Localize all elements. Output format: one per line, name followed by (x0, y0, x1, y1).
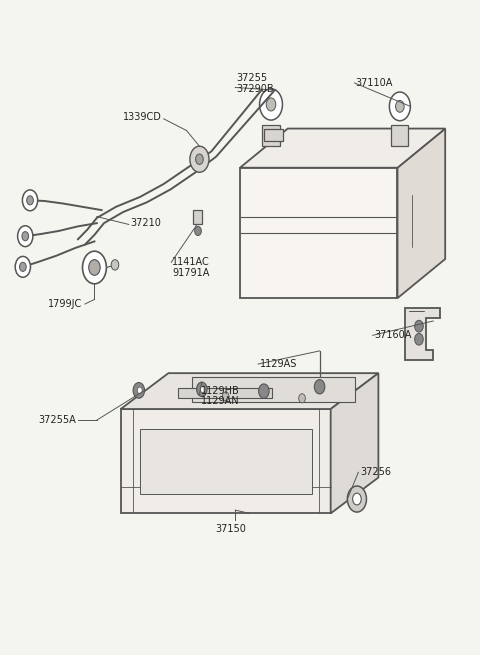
Circle shape (133, 383, 144, 398)
Text: 1339CD: 1339CD (123, 113, 162, 122)
Text: 1129HB: 1129HB (201, 386, 240, 396)
Circle shape (348, 486, 366, 512)
Text: 91791A: 91791A (172, 269, 210, 278)
Polygon shape (240, 128, 445, 168)
Text: 1129AS: 1129AS (260, 359, 298, 369)
Bar (263, 124, 280, 145)
Circle shape (18, 226, 33, 247)
Text: 1799JC: 1799JC (48, 299, 83, 309)
Circle shape (266, 98, 276, 111)
Circle shape (89, 259, 100, 275)
Polygon shape (240, 168, 397, 298)
Circle shape (259, 384, 269, 398)
Text: 37255: 37255 (236, 73, 267, 83)
Circle shape (83, 251, 107, 284)
Circle shape (353, 493, 361, 505)
Circle shape (415, 333, 423, 345)
Bar (192, 377, 355, 402)
Text: 37150: 37150 (215, 525, 246, 534)
Circle shape (222, 392, 229, 401)
Text: 37256: 37256 (360, 467, 391, 477)
Circle shape (197, 382, 207, 396)
Polygon shape (331, 373, 378, 514)
Polygon shape (397, 128, 445, 298)
Circle shape (314, 380, 325, 394)
Text: 1129AN: 1129AN (201, 396, 240, 406)
Bar (193, 210, 202, 225)
Circle shape (415, 320, 423, 332)
Circle shape (20, 262, 26, 271)
Circle shape (23, 190, 37, 211)
Circle shape (396, 100, 404, 112)
Text: 37210: 37210 (130, 218, 161, 228)
Bar (264, 129, 283, 141)
Circle shape (137, 387, 142, 394)
Polygon shape (405, 308, 441, 360)
Circle shape (299, 394, 305, 403)
Circle shape (111, 259, 119, 270)
Circle shape (22, 232, 29, 241)
Text: 37110A: 37110A (356, 78, 393, 88)
Text: 37290B: 37290B (236, 84, 274, 94)
Circle shape (196, 154, 203, 164)
Circle shape (15, 256, 31, 277)
Circle shape (190, 146, 209, 172)
Bar (178, 388, 273, 398)
Circle shape (195, 227, 201, 236)
Bar (140, 428, 312, 494)
Polygon shape (120, 409, 331, 514)
Circle shape (200, 386, 205, 392)
Bar (391, 124, 408, 145)
Circle shape (27, 196, 34, 205)
Text: 37255A: 37255A (38, 415, 76, 425)
Circle shape (260, 89, 282, 120)
Text: 1141AC: 1141AC (172, 257, 210, 267)
Circle shape (389, 92, 410, 121)
Text: 37160A: 37160A (374, 330, 412, 341)
Polygon shape (120, 373, 378, 409)
